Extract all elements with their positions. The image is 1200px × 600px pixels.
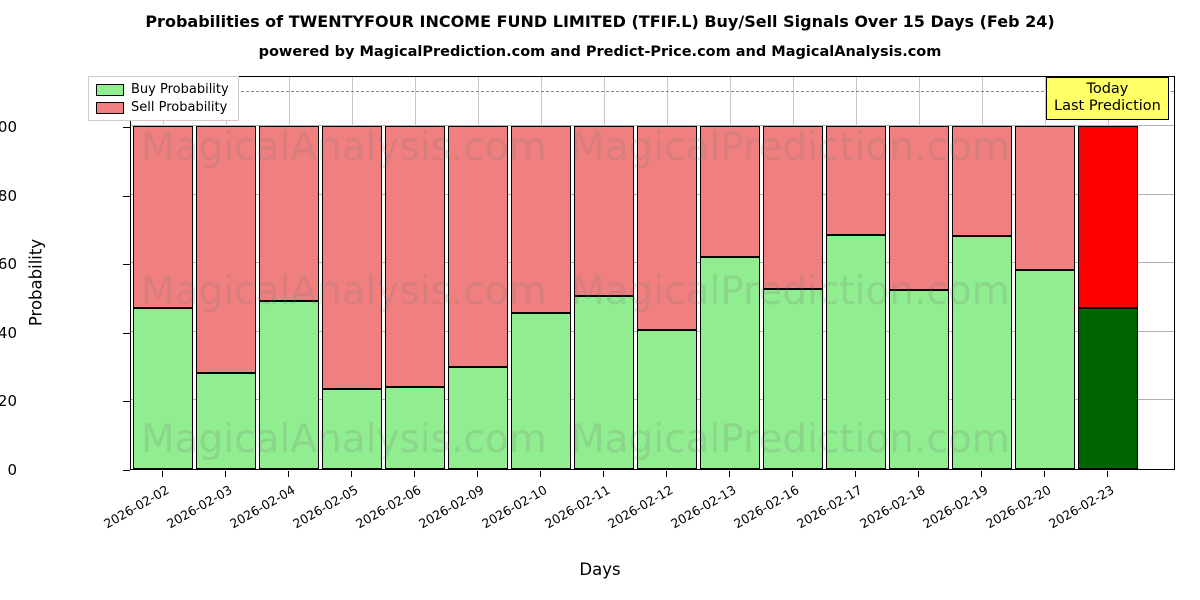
bar-group[interactable] — [1014, 75, 1075, 469]
y-tick-mark-80 — [123, 195, 130, 197]
chart-subtitle: powered by MagicalPrediction.com and Pre… — [258, 44, 942, 60]
bar-group[interactable] — [258, 75, 319, 469]
bar-segment-buy[interactable] — [699, 256, 760, 469]
today-badge-line1: Today — [1086, 81, 1129, 97]
bar-group[interactable] — [384, 75, 445, 469]
x-tick-mark-0 — [161, 471, 163, 477]
bar-segment-buy-today[interactable] — [1077, 307, 1138, 469]
bar-segment-buy[interactable] — [258, 301, 319, 469]
legend-label-buy: Buy Probability — [131, 82, 229, 97]
chart-title: Probabilities of TWENTYFOUR INCOME FUND … — [145, 12, 1055, 31]
bar-segment-sell[interactable] — [951, 126, 1012, 237]
gridline-y-100 — [131, 125, 1174, 127]
legend-label-sell: Sell Probability — [131, 100, 228, 115]
today-badge-line2: Last Prediction — [1054, 98, 1161, 115]
x-tick-mark-4 — [413, 471, 415, 477]
y-tick-label-40: 40 — [0, 323, 17, 342]
x-tick-mark-15 — [1106, 471, 1108, 477]
bar-segment-buy[interactable] — [762, 289, 823, 469]
bar-group-today[interactable] — [1077, 75, 1138, 469]
x-tick-mark-3 — [350, 471, 352, 477]
y-tick-label-0: 0 — [7, 461, 17, 479]
today-last-prediction-badge: Today Last Prediction — [1046, 77, 1169, 121]
bar-segment-sell[interactable] — [888, 126, 949, 291]
bar-segment-sell[interactable] — [384, 126, 445, 387]
bar-group[interactable] — [825, 75, 886, 469]
bar-segment-sell[interactable] — [762, 126, 823, 290]
y-tick-mark-100 — [123, 127, 130, 129]
y-axis-label-wrap: Probability — [18, 0, 48, 600]
y-tick-label-100: 100 — [0, 118, 17, 137]
x-tick-mark-2 — [287, 471, 289, 477]
bar-group[interactable] — [762, 75, 823, 469]
bar-group[interactable] — [321, 75, 382, 469]
x-tick-mark-7 — [602, 471, 604, 477]
bar-segment-sell[interactable] — [321, 126, 382, 389]
bar-segment-buy[interactable] — [510, 313, 571, 469]
y-tick-mark-40 — [123, 332, 130, 334]
bar-group[interactable] — [195, 75, 256, 469]
bar-segment-buy[interactable] — [951, 236, 1012, 469]
bar-group[interactable] — [510, 75, 571, 469]
x-tick-mark-5 — [476, 471, 478, 477]
y-tick-mark-60 — [123, 264, 130, 266]
bar-segment-sell-today[interactable] — [1077, 126, 1138, 308]
bar-segment-sell[interactable] — [195, 126, 256, 374]
reference-dashed-line — [131, 91, 1174, 93]
bar-segment-sell[interactable] — [510, 126, 571, 314]
bar-segment-buy[interactable] — [825, 235, 886, 469]
x-tick-mark-1 — [224, 471, 226, 477]
bar-group[interactable] — [636, 75, 697, 469]
y-axis-label: Probability — [26, 238, 46, 327]
legend-item-sell: Sell Probability — [96, 100, 229, 115]
plot-area: MagicalAnalysis.com MagicalPrediction.com… — [130, 76, 1175, 470]
y-tick-mark-0 — [123, 470, 130, 471]
bar-group[interactable] — [447, 75, 508, 469]
legend-swatch-buy — [96, 83, 124, 96]
y-tick-label-20: 20 — [0, 392, 17, 411]
y-tick-mark-20 — [123, 401, 130, 403]
bar-segment-sell[interactable] — [636, 126, 697, 331]
x-tick-mark-8 — [665, 471, 667, 477]
bar-segment-sell[interactable] — [132, 126, 193, 308]
bar-segment-buy[interactable] — [195, 373, 256, 469]
chart-legend: Buy Probability Sell Probability — [88, 76, 239, 121]
y-tick-label-60: 60 — [0, 255, 17, 274]
x-tick-mark-12 — [917, 471, 919, 477]
bar-group[interactable] — [699, 75, 760, 469]
bar-segment-buy[interactable] — [384, 386, 445, 469]
bar-segment-sell[interactable] — [573, 126, 634, 296]
y-tick-label-80: 80 — [0, 186, 17, 205]
legend-item-buy: Buy Probability — [96, 82, 229, 97]
bar-segment-sell[interactable] — [699, 126, 760, 257]
bar-segment-buy[interactable] — [573, 295, 634, 469]
bar-segment-sell[interactable] — [1014, 126, 1075, 271]
x-axis-label: Days — [579, 560, 621, 579]
x-tick-mark-14 — [1043, 471, 1045, 477]
legend-swatch-sell — [96, 101, 124, 114]
bar-group[interactable] — [888, 75, 949, 469]
bar-segment-sell[interactable] — [447, 126, 508, 368]
x-tick-mark-13 — [980, 471, 982, 477]
x-tick-mark-9 — [728, 471, 730, 477]
bar-group[interactable] — [573, 75, 634, 469]
bar-segment-buy[interactable] — [132, 307, 193, 469]
bar-segment-buy[interactable] — [888, 290, 949, 469]
bar-segment-sell[interactable] — [825, 126, 886, 236]
bar-group[interactable] — [132, 75, 193, 469]
bar-segment-buy[interactable] — [321, 388, 382, 469]
bar-group[interactable] — [951, 75, 1012, 469]
x-tick-mark-11 — [854, 471, 856, 477]
x-tick-mark-10 — [791, 471, 793, 477]
bar-segment-buy[interactable] — [447, 367, 508, 469]
bar-segment-sell[interactable] — [258, 126, 319, 302]
bar-segment-buy[interactable] — [636, 330, 697, 469]
x-tick-mark-6 — [539, 471, 541, 477]
bar-segment-buy[interactable] — [1014, 270, 1075, 469]
